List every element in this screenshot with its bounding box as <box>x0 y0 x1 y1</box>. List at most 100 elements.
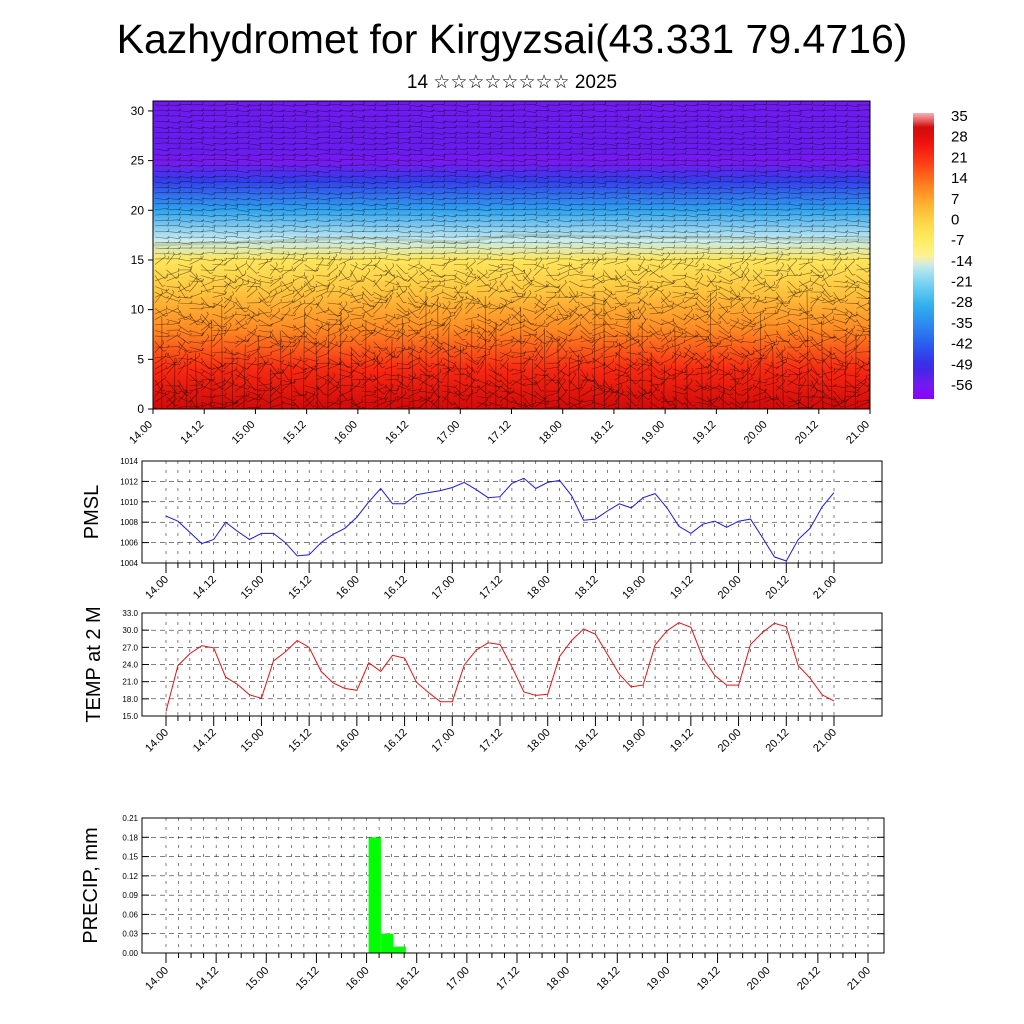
wind-barb <box>200 374 215 382</box>
y-axis-label: PRECIP, mm <box>80 827 102 943</box>
wind-barb <box>603 227 618 232</box>
wind-barb <box>212 111 227 117</box>
wind-barb <box>844 308 859 317</box>
wind-barb-column <box>806 290 809 409</box>
wind-barb <box>350 304 365 309</box>
wind-barb <box>810 385 825 393</box>
wind-barb <box>200 147 216 151</box>
wind-barb <box>212 189 227 194</box>
wind-barb <box>442 344 456 353</box>
wind-barb <box>212 378 226 386</box>
wind-barb <box>212 162 227 167</box>
wind-barb <box>373 324 385 337</box>
wind-barb <box>350 361 360 375</box>
wind-barb-column <box>221 303 223 409</box>
wind-barb <box>798 239 814 243</box>
wind-barb <box>488 265 500 276</box>
wind-barb <box>465 388 474 403</box>
wind-barb <box>695 107 710 111</box>
wind-barb <box>154 235 170 239</box>
wind-barb <box>269 400 284 408</box>
wind-barb <box>419 104 435 108</box>
wind-barb <box>304 306 313 320</box>
wind-barb <box>637 240 653 244</box>
wind-barb <box>361 224 377 228</box>
wind-barb <box>534 323 550 328</box>
wind-barb <box>821 286 834 297</box>
wind-barb <box>729 184 745 188</box>
wind-barb <box>488 279 497 293</box>
wind-barb <box>166 361 176 375</box>
wind-barb <box>465 388 478 397</box>
wind-barb <box>154 275 166 287</box>
wind-barb <box>856 170 870 173</box>
x-tick-label: 21.00 <box>811 727 839 755</box>
wind-barb <box>649 146 664 151</box>
wind-barb <box>235 211 250 216</box>
wind-barb <box>683 214 699 218</box>
wind-barb <box>798 352 812 362</box>
wind-barb <box>614 282 630 287</box>
wind-barb <box>476 355 486 370</box>
wind-barb <box>545 250 561 254</box>
wind-barb <box>476 302 492 308</box>
wind-barb <box>327 288 342 293</box>
wind-barb <box>672 134 687 139</box>
wind-barb <box>534 245 549 249</box>
wind-barb <box>246 283 262 287</box>
wind-barb <box>189 330 205 335</box>
wind-barb <box>235 302 248 313</box>
wind-barb <box>384 134 400 139</box>
wind-barb <box>614 251 630 255</box>
wind-barb <box>419 167 434 172</box>
wind-barb <box>856 275 870 284</box>
wind-barb <box>327 374 341 384</box>
wind-barb <box>338 233 354 238</box>
wind-barb-column <box>701 363 703 409</box>
wind-barb <box>741 257 757 261</box>
wind-barb <box>488 368 503 376</box>
wind-barb-column <box>484 296 487 409</box>
wind-barb <box>603 308 614 320</box>
wind-barb-column <box>821 320 824 409</box>
wind-barb <box>729 103 745 107</box>
wind-barb <box>154 344 170 348</box>
wind-barb <box>591 308 603 320</box>
wind-barb <box>396 136 411 140</box>
wind-barb <box>741 238 756 243</box>
wind-barb <box>476 213 492 217</box>
wind-barb <box>304 330 317 340</box>
wind-barb <box>660 355 674 364</box>
wind-barb <box>281 330 294 340</box>
wind-barb <box>614 211 630 216</box>
wind-barb <box>315 336 328 348</box>
wind-barb <box>844 246 860 250</box>
wind-barb <box>706 216 722 221</box>
wind-barb <box>522 128 538 133</box>
x-tick-label: 15.00 <box>239 727 267 755</box>
wind-barb <box>223 254 235 265</box>
x-tick-label: 20.12 <box>763 727 791 755</box>
wind-barb <box>580 257 590 271</box>
wind-barb <box>212 382 225 392</box>
wind-barb <box>350 211 365 216</box>
wind-barb <box>166 196 182 200</box>
wind-barb <box>361 373 372 386</box>
wind-barb <box>637 364 650 375</box>
wind-barb <box>281 348 294 359</box>
colorbar-label: -56 <box>951 377 973 394</box>
wind-barb <box>844 147 860 151</box>
wind-barb <box>246 394 260 403</box>
wind-barb <box>246 328 257 342</box>
wind-barb <box>856 225 870 228</box>
wind-barb <box>511 168 527 173</box>
wind-barb <box>672 139 687 144</box>
wind-barb <box>304 346 318 355</box>
wind-barb <box>672 108 688 112</box>
wind-barb <box>591 379 605 390</box>
wind-barb <box>223 107 239 111</box>
wind-barb <box>511 379 526 386</box>
wind-barb <box>361 186 377 190</box>
wind-barb <box>476 351 491 359</box>
wind-barb <box>499 389 515 393</box>
